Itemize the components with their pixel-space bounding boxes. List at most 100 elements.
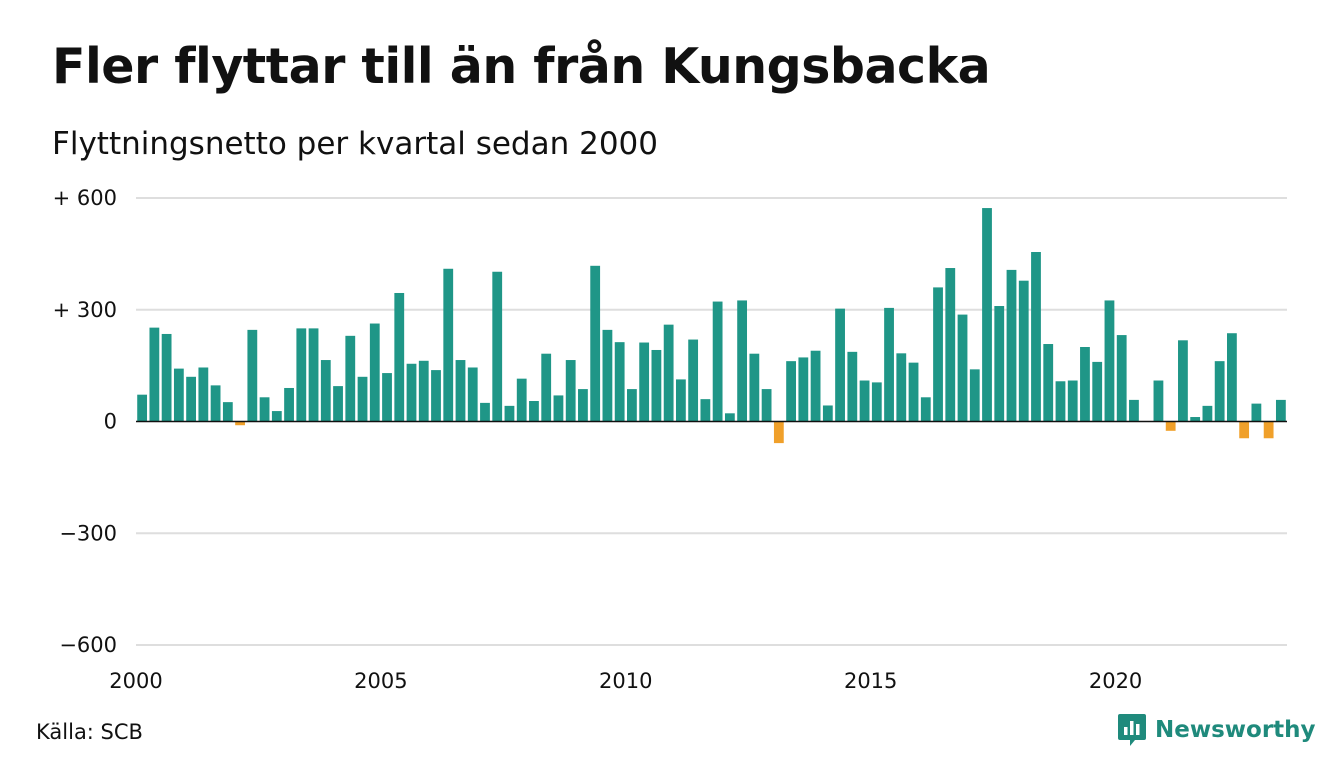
bar [284, 387, 294, 422]
bar [480, 402, 490, 422]
bar [810, 350, 821, 422]
bar [431, 370, 441, 422]
bar [222, 402, 233, 422]
bar [467, 367, 478, 422]
bar [1104, 300, 1115, 422]
bar [1080, 347, 1090, 422]
bar [712, 301, 723, 422]
bar [933, 287, 943, 422]
bar [565, 360, 576, 422]
bar [994, 306, 1005, 422]
bar [1275, 399, 1286, 422]
bar [578, 389, 588, 422]
bar [700, 399, 711, 422]
bar [761, 389, 772, 422]
bar [859, 380, 870, 422]
bar [247, 329, 258, 422]
bar [835, 308, 845, 422]
x-tick-label: 2020 [1089, 669, 1142, 693]
bar [627, 389, 637, 422]
bar [798, 357, 809, 422]
bar [1251, 403, 1262, 422]
bar [1018, 280, 1029, 422]
bar [1092, 361, 1103, 422]
bar [443, 268, 454, 422]
grid-lines [136, 197, 1287, 646]
bar [504, 405, 515, 422]
bar [724, 413, 735, 422]
bar [1129, 399, 1139, 422]
bars [137, 208, 1286, 444]
bar [920, 397, 931, 422]
bar [688, 339, 699, 422]
bar [198, 367, 209, 422]
bar [969, 369, 980, 422]
bar [529, 401, 539, 422]
bar [333, 386, 343, 422]
bar [896, 353, 907, 422]
bar [1043, 344, 1054, 422]
bar [149, 327, 160, 422]
bar [345, 335, 356, 422]
bar [357, 376, 368, 422]
bar [1214, 361, 1225, 422]
bar [418, 360, 429, 422]
bar [541, 353, 552, 422]
bar [675, 379, 686, 422]
bar [663, 324, 674, 422]
bar [516, 378, 527, 422]
x-tick-label: 2000 [109, 669, 162, 693]
bar [235, 421, 245, 426]
x-tick-label: 2005 [354, 669, 407, 693]
bar [1202, 405, 1213, 422]
bar [173, 368, 184, 422]
bar [161, 333, 172, 422]
x-axis-labels: 2000 2005 2010 2015 2020 [109, 669, 1142, 693]
bar [394, 292, 405, 422]
bar [737, 300, 748, 422]
brand-name: Newsworthy [1155, 717, 1316, 743]
bar [308, 328, 319, 422]
bar [822, 405, 833, 422]
bar [602, 329, 613, 422]
bar [1006, 269, 1017, 422]
bar [1067, 380, 1078, 422]
bar [614, 342, 625, 422]
bar [1153, 380, 1164, 422]
bar [773, 421, 784, 444]
bar [1263, 421, 1274, 439]
bar [1190, 417, 1201, 422]
y-tick-label: + 600 [53, 186, 117, 210]
bar [847, 351, 858, 422]
bar [1178, 340, 1188, 422]
bar [908, 362, 919, 422]
y-tick-label: + 300 [53, 298, 117, 322]
bar [406, 363, 417, 422]
source-note: Källa: SCB [36, 720, 143, 744]
bar [786, 361, 796, 422]
bar [320, 360, 331, 422]
bar [749, 353, 760, 422]
bar [871, 382, 882, 422]
bar [271, 411, 282, 422]
y-axis-labels: + 600 + 300 0 −300 −600 [53, 186, 117, 657]
bar [884, 307, 894, 422]
chart-subtitle: Flyttningsnetto per kvartal sedan 2000 [52, 126, 658, 162]
y-tick-label: −300 [59, 521, 117, 545]
bar [1031, 252, 1041, 422]
x-tick-label: 2010 [599, 669, 652, 693]
bar [957, 314, 968, 422]
newsworthy-logo-icon [1118, 714, 1146, 746]
x-tick-label: 2015 [844, 669, 897, 693]
bar [455, 360, 466, 422]
bar [1227, 333, 1237, 422]
bar [1055, 381, 1066, 422]
bar [186, 376, 196, 422]
bar [1239, 421, 1250, 439]
y-tick-label: −600 [59, 633, 117, 657]
bar [492, 271, 503, 422]
bar [210, 385, 221, 422]
bar [553, 395, 564, 422]
bar [137, 394, 148, 422]
